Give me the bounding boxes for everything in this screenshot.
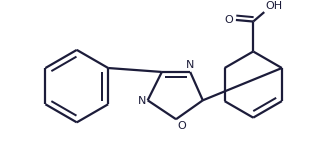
Text: O: O <box>225 15 233 25</box>
Text: OH: OH <box>265 2 282 11</box>
Text: N: N <box>138 96 146 106</box>
Text: N: N <box>186 60 194 70</box>
Text: O: O <box>178 121 186 131</box>
